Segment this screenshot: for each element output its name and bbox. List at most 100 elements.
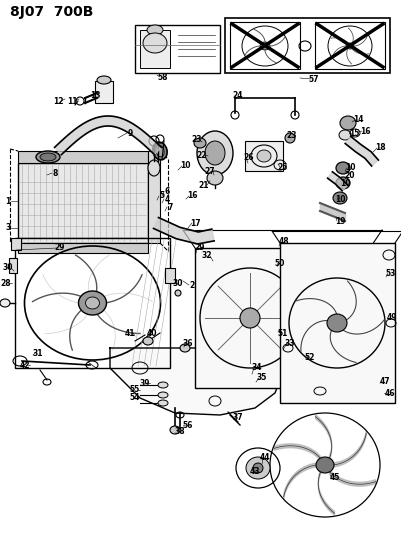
Ellipse shape xyxy=(79,291,107,315)
Ellipse shape xyxy=(180,344,190,352)
Text: 40: 40 xyxy=(147,328,157,337)
Polygon shape xyxy=(284,463,317,498)
Text: 31: 31 xyxy=(33,349,43,358)
Text: 50: 50 xyxy=(275,259,285,268)
Text: 10: 10 xyxy=(335,196,345,205)
Polygon shape xyxy=(55,116,162,155)
Text: 51: 51 xyxy=(278,328,288,337)
Ellipse shape xyxy=(316,457,334,473)
Text: 36: 36 xyxy=(183,338,193,348)
Ellipse shape xyxy=(205,141,225,165)
Bar xyxy=(18,151,148,163)
Bar xyxy=(11,238,21,250)
Polygon shape xyxy=(154,217,214,244)
Ellipse shape xyxy=(175,290,181,296)
Text: 23: 23 xyxy=(192,135,202,144)
Text: 20: 20 xyxy=(345,172,355,181)
Text: 10: 10 xyxy=(180,161,190,171)
Ellipse shape xyxy=(257,150,271,162)
Bar xyxy=(280,243,395,403)
Text: 25: 25 xyxy=(278,163,288,172)
Text: 26: 26 xyxy=(244,154,254,163)
Bar xyxy=(140,30,170,68)
Bar xyxy=(18,163,148,243)
Text: 8J07  700B: 8J07 700B xyxy=(10,5,93,19)
Text: 23: 23 xyxy=(287,131,297,140)
Polygon shape xyxy=(318,469,334,515)
Text: 2: 2 xyxy=(189,280,194,289)
Text: 1: 1 xyxy=(5,197,10,206)
Text: 49: 49 xyxy=(387,313,397,322)
Text: 54: 54 xyxy=(130,393,140,402)
Ellipse shape xyxy=(194,138,206,148)
Text: 38: 38 xyxy=(175,426,185,435)
Bar xyxy=(225,18,390,73)
Text: 41: 41 xyxy=(125,328,135,337)
Text: 27: 27 xyxy=(205,166,215,175)
Text: 44: 44 xyxy=(260,454,270,463)
Polygon shape xyxy=(346,279,356,321)
Text: 10: 10 xyxy=(345,164,355,173)
Text: 12: 12 xyxy=(53,96,63,106)
Bar xyxy=(148,151,160,243)
Text: 4: 4 xyxy=(164,195,170,204)
Bar xyxy=(270,333,282,363)
Text: 37: 37 xyxy=(233,414,243,423)
Ellipse shape xyxy=(143,337,153,345)
Ellipse shape xyxy=(339,130,351,140)
Text: 30: 30 xyxy=(3,263,13,272)
Text: 18: 18 xyxy=(375,143,385,152)
Text: 53: 53 xyxy=(386,269,396,278)
Text: 17: 17 xyxy=(190,219,200,228)
Text: 24: 24 xyxy=(233,91,243,100)
Ellipse shape xyxy=(156,145,164,157)
Text: 5: 5 xyxy=(160,191,164,200)
Text: 33: 33 xyxy=(285,338,295,348)
Text: 35: 35 xyxy=(257,374,267,383)
Ellipse shape xyxy=(97,76,111,84)
Ellipse shape xyxy=(336,177,350,189)
Ellipse shape xyxy=(36,151,60,163)
Text: 8: 8 xyxy=(52,168,58,177)
Text: 28: 28 xyxy=(1,279,11,287)
Text: 7: 7 xyxy=(167,203,173,212)
Text: 21: 21 xyxy=(199,181,209,190)
Text: 57: 57 xyxy=(309,75,319,84)
Text: 14: 14 xyxy=(353,116,363,125)
Bar xyxy=(315,22,385,69)
Ellipse shape xyxy=(85,297,99,309)
Ellipse shape xyxy=(158,392,168,398)
Ellipse shape xyxy=(316,310,334,326)
Ellipse shape xyxy=(158,382,168,388)
Polygon shape xyxy=(296,297,337,316)
Bar xyxy=(18,243,148,253)
Text: 11: 11 xyxy=(67,96,77,106)
Text: 6: 6 xyxy=(164,188,170,197)
Ellipse shape xyxy=(240,308,260,328)
Polygon shape xyxy=(345,136,379,166)
Ellipse shape xyxy=(197,131,233,175)
Polygon shape xyxy=(333,431,366,467)
Text: 19: 19 xyxy=(335,216,345,225)
Ellipse shape xyxy=(346,43,354,49)
Bar xyxy=(230,22,300,69)
Ellipse shape xyxy=(170,426,180,434)
Text: 42: 42 xyxy=(20,360,30,369)
Text: 29: 29 xyxy=(195,244,205,253)
Text: 58: 58 xyxy=(158,72,168,82)
Text: 9: 9 xyxy=(128,128,133,138)
Bar xyxy=(95,81,113,103)
Bar xyxy=(9,258,17,273)
Text: 16: 16 xyxy=(360,126,370,135)
Ellipse shape xyxy=(40,153,56,161)
Text: 15: 15 xyxy=(349,128,359,138)
Bar xyxy=(195,248,370,388)
Ellipse shape xyxy=(143,33,167,53)
Polygon shape xyxy=(316,415,332,461)
Text: 29: 29 xyxy=(55,244,65,253)
Ellipse shape xyxy=(340,116,356,130)
Text: 43: 43 xyxy=(250,466,260,475)
Text: 30: 30 xyxy=(173,279,183,287)
Text: 34: 34 xyxy=(252,364,262,373)
Text: 16: 16 xyxy=(187,191,197,200)
